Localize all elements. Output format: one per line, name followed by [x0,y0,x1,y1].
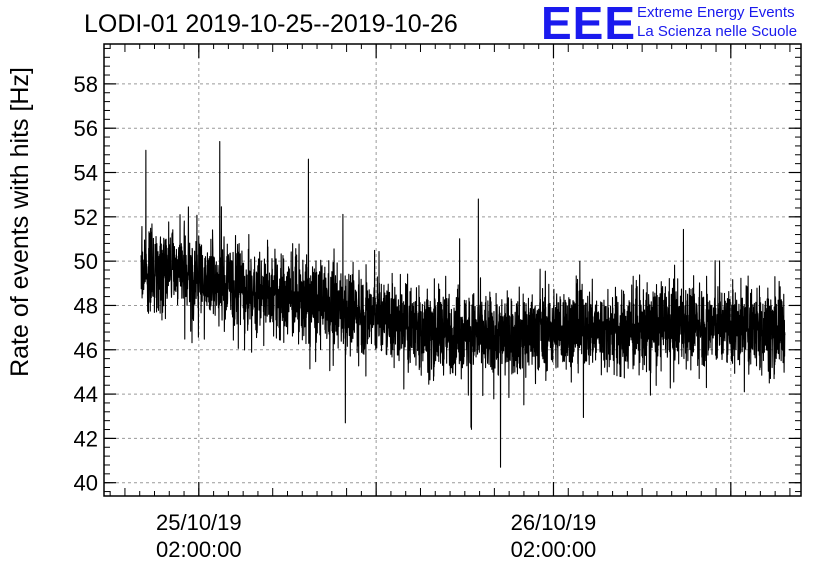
chart-title: LODI-01 2019-10-25--2019-10-26 [84,10,458,38]
y-tick-labels: 40 42 44 46 48 50 52 54 56 58 [74,72,98,496]
y-tick-label: 42 [74,426,98,451]
axis-ticks [104,44,801,496]
x-tick-label-time: 02:00:00 [156,537,242,562]
data-series [140,140,786,468]
y-tick-label: 44 [74,382,98,407]
y-tick-label: 58 [74,72,98,97]
y-tick-label: 40 [74,471,98,496]
y-tick-label: 48 [74,293,98,318]
logo-caption: Extreme Energy Events La Scienza nelle S… [637,3,797,41]
logo-caption-line1: Extreme Energy Events [637,4,795,21]
y-tick-label: 50 [74,249,98,274]
y-tick-label: 54 [74,161,98,186]
x-tick-label-date: 26/10/19 [511,510,597,535]
y-tick-label: 52 [74,205,98,230]
eee-logo: EEE [541,0,637,49]
x-tick-label-time: 02:00:00 [511,537,597,562]
x-tick-label-date: 25/10/19 [156,510,242,535]
rate-series-line [140,140,786,468]
y-tick-label: 46 [74,338,98,363]
y-tick-label: 56 [74,116,98,141]
logo-caption-line2: La Scienza nelle Scuole [637,23,798,40]
y-axis-label: Rate of events with hits [Hz] [6,67,34,377]
